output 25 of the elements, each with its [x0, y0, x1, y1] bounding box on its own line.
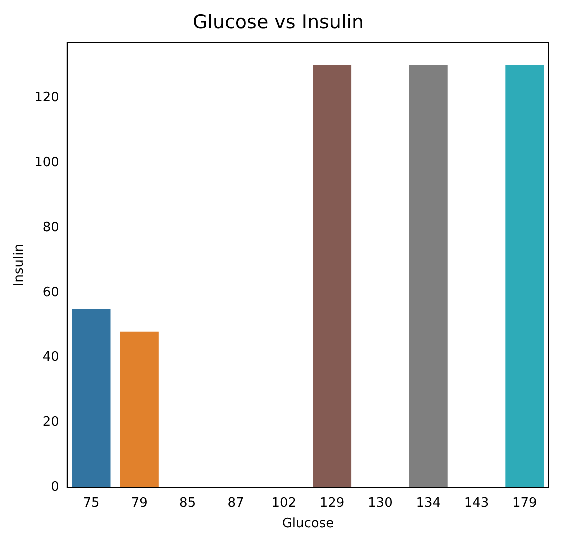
bar	[506, 66, 544, 488]
chart-title: Glucose vs Insulin	[192, 11, 364, 34]
x-tick-label: 85	[180, 496, 196, 511]
bar	[409, 66, 448, 488]
x-tick-label: 87	[228, 496, 244, 511]
x-tick-label: 79	[131, 496, 148, 511]
bar	[120, 332, 159, 488]
y-tick-label: 40	[42, 350, 60, 366]
y-tick-label: 0	[51, 480, 60, 496]
y-tick-label: 120	[34, 90, 60, 106]
x-tick-label: 143	[464, 496, 490, 511]
x-tick-label: 129	[320, 496, 345, 511]
y-tick-label: 80	[42, 220, 60, 236]
bar	[72, 309, 111, 488]
x-tick-label: 134	[416, 496, 442, 511]
y-axis-title: Insulin	[12, 244, 28, 287]
x-tick-label: 75	[83, 496, 100, 511]
y-tick-label: 100	[34, 155, 60, 170]
x-tick-label: 179	[512, 496, 538, 511]
x-tick-label: 130	[368, 496, 393, 511]
bar	[313, 66, 352, 488]
y-tick-label: 60	[42, 285, 60, 300]
x-tick-label: 102	[272, 496, 297, 511]
y-tick-label: 20	[42, 415, 60, 430]
x-axis-title: Glucose	[282, 516, 334, 532]
